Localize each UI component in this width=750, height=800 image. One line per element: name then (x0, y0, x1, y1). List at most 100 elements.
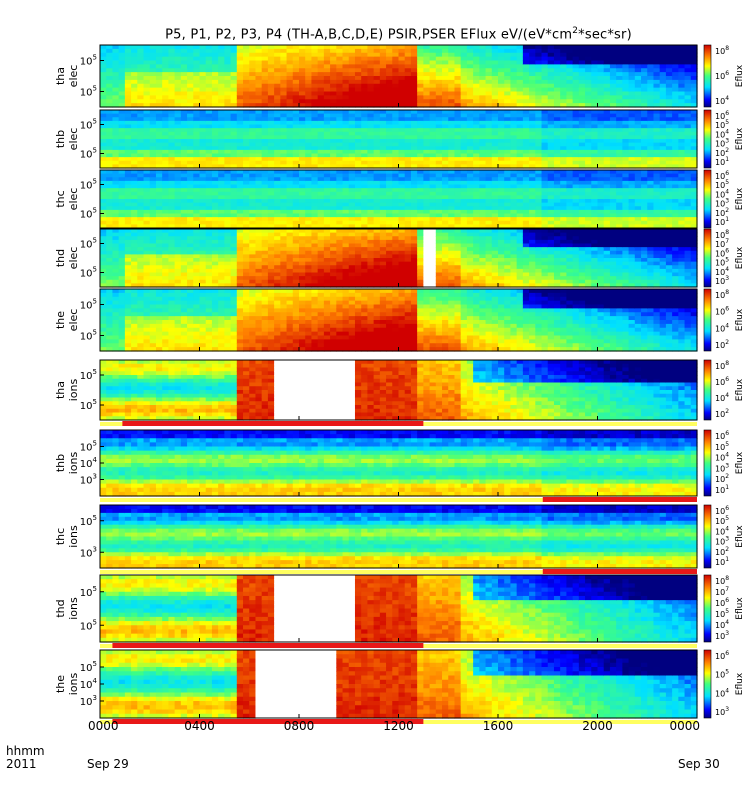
heatmap-cell (454, 56, 462, 62)
heatmap-cell (641, 64, 648, 69)
heatmap-cell (137, 146, 145, 151)
heatmap-cell (572, 45, 580, 50)
heatmap-cell (410, 177, 418, 182)
heatmap-cell (342, 170, 350, 175)
heatmap-cell (603, 83, 611, 89)
heatmap-cell (597, 117, 605, 122)
heatmap-cell (622, 202, 630, 207)
heatmap-cell (516, 160, 524, 165)
heatmap-cell (398, 170, 406, 175)
heatmap-cell (578, 206, 586, 211)
heatmap-cell (305, 184, 313, 189)
heatmap-cell (162, 113, 170, 118)
heatmap-cell (529, 99, 536, 104)
heatmap-cell (560, 191, 568, 196)
heatmap-cell (572, 209, 580, 215)
heatmap-cell (541, 157, 549, 162)
heatmap-cell (155, 79, 163, 85)
heatmap-cell (429, 113, 437, 118)
heatmap-cell (535, 173, 543, 178)
heatmap-cell (168, 124, 176, 129)
heatmap-cell (342, 195, 350, 200)
heatmap-cell (460, 217, 468, 222)
heatmap-cell (603, 117, 611, 122)
heatmap-cell (336, 177, 344, 182)
heatmap-cell (429, 128, 437, 133)
heatmap-cell (690, 160, 698, 165)
heatmap-cell (100, 180, 107, 186)
heatmap-cell (174, 199, 182, 204)
heatmap-cell (261, 206, 269, 211)
heatmap-cell (199, 279, 207, 284)
heatmap-cell (224, 72, 232, 77)
heatmap-cell (348, 177, 356, 182)
heatmap-cell (199, 72, 207, 77)
heatmap-cell (218, 261, 225, 266)
heatmap-cell (286, 79, 294, 85)
heatmap-cell (616, 224, 623, 229)
heatmap-cell (423, 60, 431, 65)
heatmap-cell (193, 139, 201, 144)
heatmap-cell (174, 79, 182, 85)
heatmap-cell (634, 91, 642, 96)
heatmap-cell (187, 135, 194, 140)
heatmap-cell (249, 149, 257, 155)
heatmap-cell (354, 120, 362, 126)
heatmap-cell (516, 173, 524, 178)
heatmap-cell (199, 258, 207, 263)
heatmap-cell (261, 79, 269, 85)
heatmap-cell (336, 184, 344, 189)
heatmap-cell (659, 45, 667, 50)
heatmap-cell (379, 224, 387, 229)
heatmap-cell (155, 213, 163, 218)
heatmap-cell (249, 199, 257, 204)
heatmap-cell (609, 76, 617, 81)
heatmap-cell (323, 153, 331, 158)
heatmap-cell (628, 103, 636, 108)
heatmap-cell (274, 91, 281, 96)
heatmap-cell (647, 164, 655, 169)
heatmap-cell (124, 232, 132, 237)
heatmap-cell (230, 91, 238, 96)
heatmap-cell (274, 209, 281, 215)
heatmap-cell (323, 139, 331, 144)
heatmap-cell (330, 124, 337, 129)
heatmap-cell (429, 191, 437, 196)
heatmap-cell (541, 120, 549, 126)
heatmap-cell (274, 60, 281, 65)
heatmap-cell (535, 76, 543, 81)
heatmap-cell (498, 146, 505, 151)
heatmap-cell (566, 217, 574, 222)
heatmap-cell (529, 103, 536, 108)
heatmap-cell (628, 113, 636, 118)
heatmap-cell (124, 191, 132, 196)
heatmap-cell (292, 220, 300, 225)
heatmap-cell (348, 60, 356, 65)
heatmap-cell (690, 64, 698, 69)
heatmap-cell (529, 206, 536, 211)
heatmap-cell (522, 131, 530, 136)
heatmap-cell (162, 164, 170, 169)
heatmap-cell (429, 110, 437, 115)
heatmap-cell (647, 180, 655, 186)
heatmap-cell (491, 56, 499, 62)
heatmap-cell (634, 117, 642, 122)
heatmap-cell (684, 79, 692, 85)
heatmap-cell (180, 60, 188, 65)
heatmap-cell (504, 87, 512, 93)
heatmap-cell (585, 177, 592, 182)
heatmap-cell (585, 217, 592, 222)
heatmap-cell (479, 120, 487, 126)
heatmap-cell (118, 135, 126, 140)
heatmap-cell (193, 254, 201, 259)
heatmap-cell (404, 68, 412, 73)
heatmap-cell (168, 60, 176, 65)
heatmap-cell (305, 56, 313, 62)
heatmap-cell (435, 188, 443, 193)
heatmap-cell (211, 164, 219, 169)
heatmap-cell (560, 72, 568, 77)
heatmap-cell (280, 188, 288, 193)
heatmap-cell (131, 272, 138, 277)
heatmap-cell (417, 56, 424, 62)
